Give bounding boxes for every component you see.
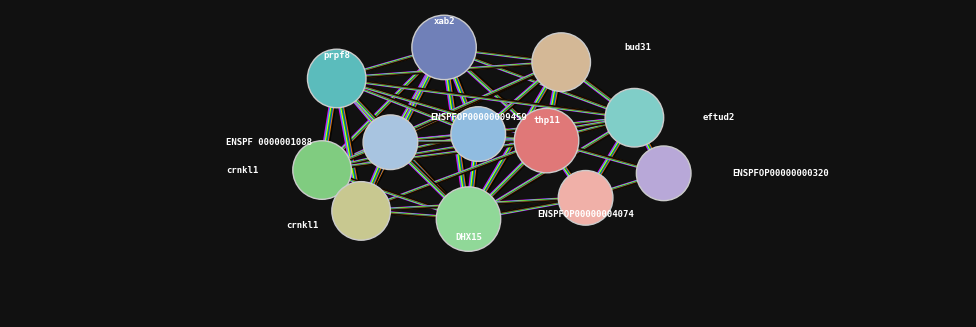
Ellipse shape	[451, 107, 506, 162]
Text: xab2: xab2	[433, 17, 455, 26]
Ellipse shape	[605, 88, 664, 147]
Ellipse shape	[558, 170, 613, 225]
Text: ENSPF 0000001088: ENSPF 0000001088	[226, 138, 312, 147]
Text: prpf8: prpf8	[323, 51, 350, 60]
Ellipse shape	[412, 15, 476, 79]
Ellipse shape	[436, 187, 501, 251]
Ellipse shape	[514, 109, 579, 173]
Text: ENSPFOP00000000320: ENSPFOP00000000320	[732, 169, 829, 178]
Ellipse shape	[332, 181, 390, 240]
Text: ENSPFOP00000004074: ENSPFOP00000004074	[537, 210, 634, 219]
Ellipse shape	[293, 141, 351, 199]
Ellipse shape	[363, 115, 418, 170]
Text: crnkl1: crnkl1	[286, 221, 319, 230]
Text: eftud2: eftud2	[703, 113, 735, 122]
Text: bud31: bud31	[625, 43, 652, 52]
Ellipse shape	[636, 146, 691, 201]
Text: ENSPFOP00000009459: ENSPFOP00000009459	[429, 113, 527, 122]
Text: thp11: thp11	[533, 116, 560, 126]
Text: DHX15: DHX15	[455, 232, 482, 242]
Text: crnkl1: crnkl1	[226, 165, 259, 175]
Ellipse shape	[532, 33, 590, 92]
Ellipse shape	[307, 49, 366, 108]
